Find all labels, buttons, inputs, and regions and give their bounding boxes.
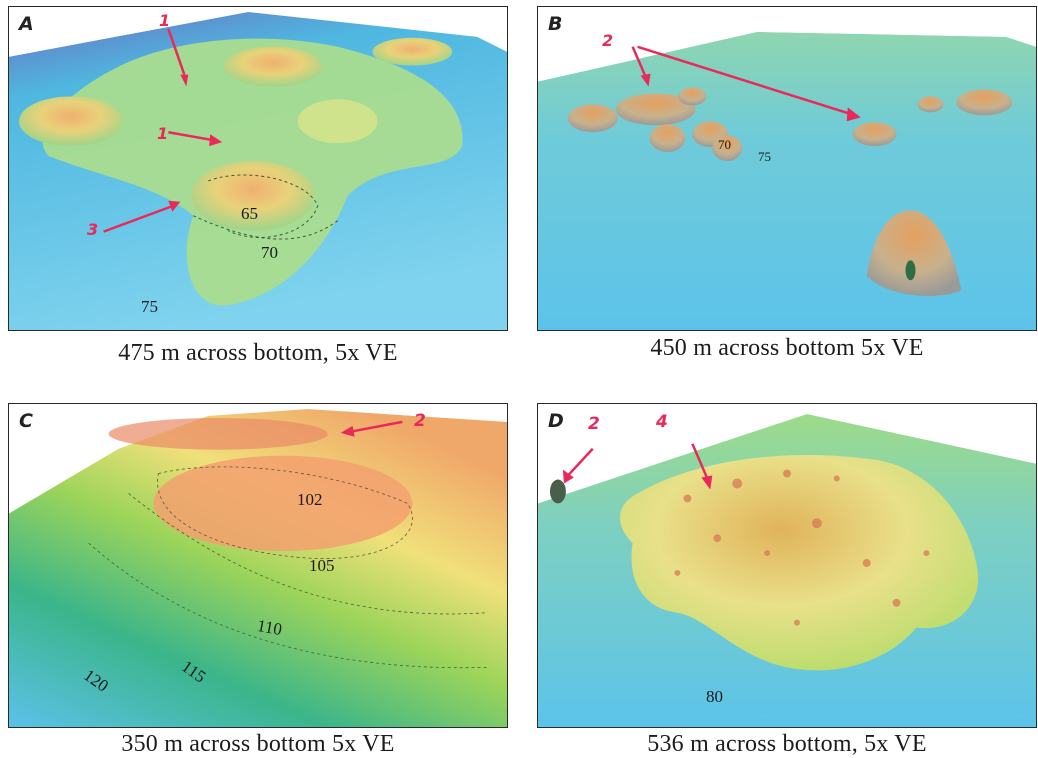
caption-d: 536 m across bottom, 5x VE bbox=[647, 731, 927, 757]
panel-a-marker-3: 3 bbox=[87, 220, 99, 239]
panel-d: D 2 4 80 bbox=[537, 403, 1037, 728]
contour-105: 105 bbox=[309, 556, 335, 575]
contour-b-70: 70 bbox=[718, 137, 731, 152]
panel-c-letter: C bbox=[19, 410, 33, 432]
panel-a-letter: A bbox=[19, 13, 34, 35]
contour-b-75: 75 bbox=[758, 149, 771, 164]
contour-102: 102 bbox=[297, 490, 323, 509]
caption-a: 475 m across bottom, 5x VE bbox=[118, 340, 398, 366]
contour-65: 65 bbox=[241, 204, 258, 223]
panel-c: C 2 102 105 110 115 120 bbox=[8, 403, 508, 728]
panel-d-marker-2: 2 bbox=[588, 414, 600, 434]
panel-a: A 1 1 3 65 70 75 bbox=[8, 6, 508, 331]
caption-b: 450 m across bottom 5x VE bbox=[650, 335, 924, 361]
terrain-d bbox=[538, 404, 1036, 727]
caption-c: 350 m across bottom 5x VE bbox=[121, 731, 395, 757]
panel-b-letter: B bbox=[548, 13, 563, 35]
contour-70: 70 bbox=[261, 243, 278, 262]
contour-110: 110 bbox=[255, 615, 284, 640]
terrain-a bbox=[9, 7, 507, 330]
panel-a-marker-2: 1 bbox=[157, 124, 169, 143]
terrain-b bbox=[538, 7, 1036, 330]
contour-d-80: 80 bbox=[706, 687, 723, 706]
panel-b: B 2 70 75 bbox=[537, 6, 1037, 331]
panel-d-letter: D bbox=[548, 410, 564, 432]
contour-75: 75 bbox=[141, 297, 158, 316]
panel-c-marker-2: 2 bbox=[414, 411, 426, 431]
panel-a-marker-1: 1 bbox=[159, 11, 171, 30]
panel-d-marker-4: 4 bbox=[656, 412, 668, 432]
terrain-c bbox=[9, 404, 507, 727]
panel-b-marker-2: 2 bbox=[602, 31, 614, 50]
